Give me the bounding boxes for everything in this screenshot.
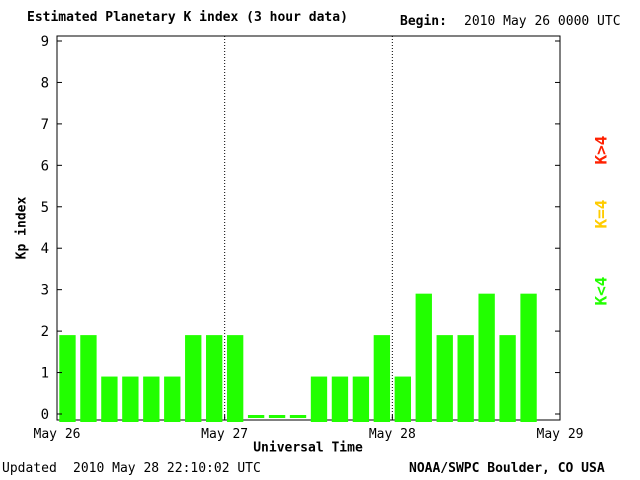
y-tick-label: 1 xyxy=(41,366,49,382)
kp-bar xyxy=(247,415,265,418)
y-tick-label: 5 xyxy=(41,200,49,216)
begin-value: 2010 May 26 0000 UTC xyxy=(464,14,621,29)
y-axis: 0 1 2 3 4 5 6 7 8 9 xyxy=(41,34,560,423)
legend-high: K>4 xyxy=(591,135,611,165)
kp-bar xyxy=(457,335,474,422)
kp-bar xyxy=(164,376,181,422)
source-credit: NOAA/SWPC Boulder, CO USA xyxy=(409,461,605,476)
kp-bar xyxy=(415,293,432,422)
y-tick-label: 8 xyxy=(41,75,49,91)
y-tick-label: 2 xyxy=(41,324,49,340)
kp-bar xyxy=(478,293,495,422)
plot-frame xyxy=(56,35,561,421)
x-tick-label: May 28 xyxy=(369,427,416,442)
kp-bar xyxy=(122,376,139,422)
kp-bar xyxy=(373,335,391,422)
y-tick-label: 3 xyxy=(41,283,49,299)
y-tick-label: 6 xyxy=(41,158,49,174)
kp-bar xyxy=(310,376,328,422)
y-axis-title: Kp index xyxy=(14,196,30,260)
kp-bar xyxy=(331,376,349,422)
begin-label: Begin: xyxy=(400,14,447,29)
kp-bar xyxy=(185,335,202,422)
updated-value: 2010 May 28 22:10:02 UTC xyxy=(73,461,261,476)
bar-series xyxy=(59,293,537,422)
legend-equal: K=4 xyxy=(591,199,611,229)
kp-bar xyxy=(436,335,453,422)
x-tick-label: May 26 xyxy=(34,427,81,442)
kp-bar xyxy=(499,335,516,422)
kp-bar xyxy=(226,335,244,422)
kp-bar xyxy=(143,376,160,422)
x-axis: May 26 May 27 May 28 May 29 xyxy=(34,415,584,442)
kp-bar xyxy=(206,335,223,422)
x-tick-label: May 29 xyxy=(537,427,584,442)
kp-bar xyxy=(59,335,76,422)
kp-bar xyxy=(352,376,370,422)
x-axis-title: Universal Time xyxy=(253,440,363,456)
x-tick-label: May 27 xyxy=(201,427,248,442)
kp-bar xyxy=(268,415,286,418)
legend-low: K<4 xyxy=(591,276,611,306)
kp-bar xyxy=(101,376,118,422)
kp-bar xyxy=(394,376,411,422)
updated-label: Updated xyxy=(2,461,57,476)
kp-bar xyxy=(289,415,307,418)
y-tick-label: 9 xyxy=(41,34,49,50)
y-tick-label: 7 xyxy=(41,117,49,133)
day-dividers xyxy=(224,36,393,420)
chart-title: Estimated Planetary K index (3 hour data… xyxy=(27,10,348,25)
kp-bar xyxy=(520,293,537,422)
y-tick-label: 4 xyxy=(41,241,49,257)
y-tick-label: 0 xyxy=(41,407,49,423)
kp-bar xyxy=(80,335,97,422)
